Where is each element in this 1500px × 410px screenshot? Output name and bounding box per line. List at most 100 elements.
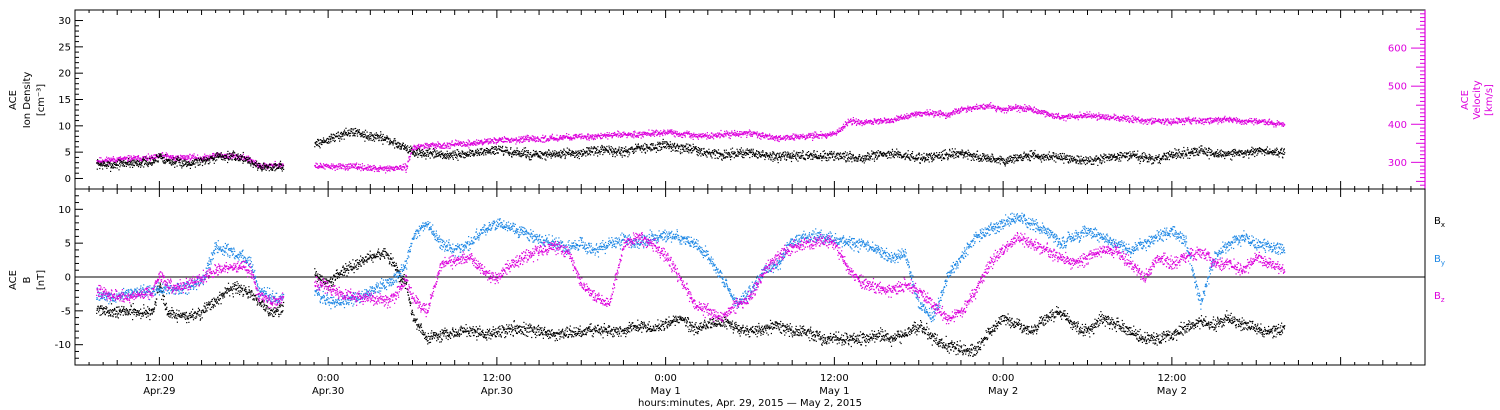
velocity-series-point bbox=[919, 115, 921, 117]
velocity-series-point bbox=[467, 145, 469, 147]
velocity-series-point bbox=[476, 144, 478, 146]
velocity-series-point bbox=[791, 135, 793, 137]
velocity-series-point bbox=[1026, 109, 1028, 111]
density-series-point bbox=[410, 145, 412, 147]
velocity-series-point bbox=[137, 155, 140, 157]
velocity-series-point bbox=[642, 133, 644, 135]
velocity-series-point bbox=[340, 165, 342, 167]
velocity-series-point bbox=[518, 138, 520, 141]
velocity-series-point bbox=[371, 169, 373, 172]
velocity-series-point bbox=[1049, 115, 1051, 117]
velocity-series-point bbox=[789, 136, 791, 138]
velocity-series-point bbox=[649, 133, 651, 136]
velocity-series-point bbox=[195, 156, 197, 159]
velocity-series-point bbox=[1102, 114, 1104, 116]
velocity-series-point bbox=[1007, 109, 1009, 111]
velocity-series-point bbox=[1157, 119, 1160, 121]
velocity-series-point bbox=[623, 131, 625, 133]
density-series-point bbox=[117, 164, 119, 166]
velocity-series-point bbox=[440, 145, 442, 147]
velocity-series-point bbox=[886, 120, 888, 122]
velocity-series-point bbox=[475, 144, 477, 146]
velocity-series-point bbox=[406, 167, 408, 169]
density-series-point bbox=[238, 155, 240, 157]
velocity-series-point bbox=[396, 166, 398, 168]
density-series-point bbox=[400, 148, 402, 150]
velocity-series-point bbox=[778, 140, 780, 143]
velocity-series-point bbox=[1075, 116, 1077, 118]
density-series-point bbox=[146, 157, 148, 159]
velocity-series-point bbox=[1216, 119, 1218, 121]
velocity-series-point bbox=[430, 146, 432, 148]
velocity-series-point bbox=[593, 135, 596, 137]
velocity-series-point bbox=[592, 139, 595, 141]
velocity-series-point bbox=[942, 113, 945, 115]
velocity-series-point bbox=[351, 167, 353, 169]
velocity-series-point bbox=[250, 161, 252, 163]
density-series-point bbox=[347, 130, 349, 132]
velocity-series-point bbox=[991, 105, 993, 107]
velocity-series-point bbox=[811, 137, 813, 139]
velocity-series-point bbox=[579, 136, 581, 138]
velocity-series-point bbox=[445, 144, 447, 146]
velocity-series-point bbox=[698, 133, 700, 135]
density-series-point bbox=[234, 152, 236, 154]
velocity-series-point bbox=[945, 117, 947, 119]
velocity-series-point bbox=[1265, 120, 1267, 122]
velocity-series-point bbox=[636, 136, 638, 138]
velocity-series-point bbox=[863, 122, 865, 125]
velocity-series-point bbox=[1108, 115, 1110, 117]
velocity-series-point bbox=[955, 108, 957, 110]
density-series-point bbox=[128, 157, 130, 160]
velocity-series-point bbox=[810, 134, 812, 136]
velocity-series-point bbox=[818, 137, 820, 139]
velocity-series-point bbox=[264, 163, 266, 165]
velocity-series-point bbox=[539, 138, 541, 140]
velocity-series-point bbox=[957, 112, 959, 115]
velocity-series-point bbox=[385, 166, 387, 168]
velocity-series-point bbox=[599, 134, 601, 136]
velocity-series-point bbox=[737, 134, 739, 136]
density-series-point bbox=[145, 162, 147, 164]
velocity-series-point bbox=[606, 132, 608, 134]
velocity-series-point bbox=[594, 136, 596, 138]
velocity-series-point bbox=[509, 141, 511, 143]
velocity-series-point bbox=[121, 158, 123, 160]
density-series-point bbox=[369, 133, 371, 136]
velocity-series-point bbox=[935, 112, 937, 114]
density-series-point bbox=[414, 155, 416, 157]
velocity-series-point bbox=[1109, 119, 1111, 121]
velocity-series-point bbox=[1182, 119, 1184, 121]
velocity-series-point bbox=[212, 154, 214, 156]
velocity-series-point bbox=[983, 103, 985, 105]
velocity-series-point bbox=[1195, 121, 1198, 123]
velocity-series-point bbox=[333, 165, 335, 167]
velocity-series-point bbox=[911, 113, 914, 116]
velocity-series-point bbox=[877, 123, 879, 125]
velocity-series-point bbox=[505, 141, 507, 143]
velocity-series-point bbox=[915, 114, 917, 116]
velocity-series-point bbox=[521, 141, 523, 143]
density-series-point bbox=[150, 163, 152, 165]
density-series-point bbox=[190, 161, 192, 163]
velocity-series-point bbox=[639, 131, 641, 133]
velocity-series-point bbox=[876, 119, 878, 121]
velocity-series-point bbox=[606, 135, 609, 137]
density-series-point bbox=[365, 137, 368, 139]
density-series-point bbox=[224, 157, 226, 159]
velocity-series-point bbox=[1268, 121, 1270, 123]
velocity-series-point bbox=[749, 130, 751, 132]
velocity-series-point bbox=[879, 119, 881, 121]
velocity-series-point bbox=[1140, 120, 1142, 122]
velocity-series-point bbox=[1015, 103, 1017, 106]
density-series-point bbox=[354, 132, 356, 134]
velocity-series-point bbox=[662, 131, 665, 133]
velocity-series-point bbox=[643, 134, 645, 136]
velocity-series-point bbox=[929, 109, 931, 111]
density-series-point bbox=[257, 169, 259, 171]
velocity-series-point bbox=[919, 111, 921, 113]
velocity-series-point bbox=[653, 133, 655, 135]
velocity-series-point bbox=[1035, 108, 1037, 110]
velocity-series-point bbox=[474, 140, 476, 142]
velocity-series-point bbox=[378, 167, 380, 169]
